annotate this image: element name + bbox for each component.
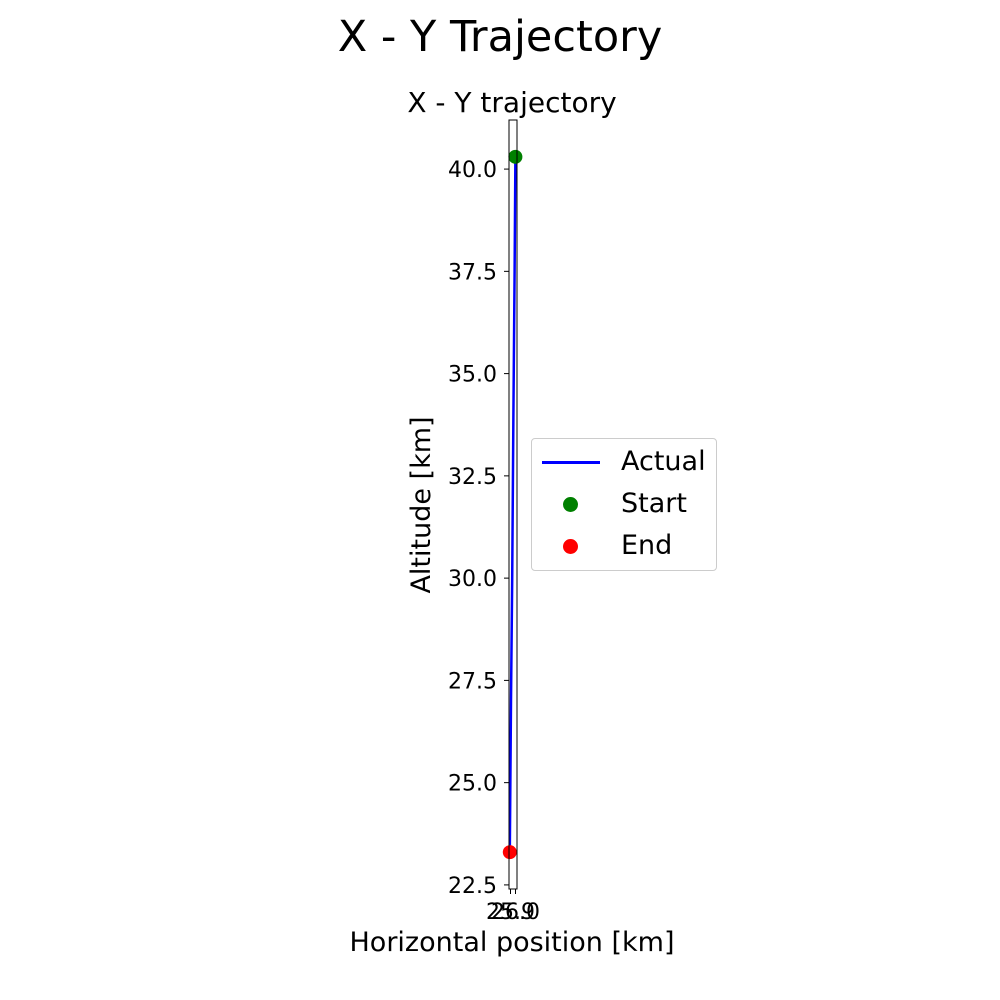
start-marker xyxy=(508,149,523,164)
legend-label-start: Start xyxy=(621,488,687,519)
legend-start-dot-swatch xyxy=(563,497,578,512)
x-axis-label: Horizontal position [km] xyxy=(350,927,675,958)
y-tick-label: 32.5 xyxy=(448,465,497,490)
legend-item-start: Start xyxy=(532,489,718,519)
figure-suptitle: X - Y Trajectory xyxy=(337,12,663,62)
legend-end-dot-swatch xyxy=(563,539,578,554)
x-axis-ticks: 25.926.0 xyxy=(486,889,540,925)
legend-item-end: End xyxy=(532,531,718,561)
y-tick-label: 35.0 xyxy=(448,363,497,388)
plot-series-group xyxy=(502,149,523,860)
y-tick-label: 37.5 xyxy=(448,260,497,285)
legend: Actual Start End xyxy=(531,438,717,571)
y-tick-label: 25.0 xyxy=(448,772,497,797)
y-tick-label: 40.0 xyxy=(448,158,497,183)
legend-line-swatch xyxy=(542,461,600,464)
y-tick-label: 22.5 xyxy=(448,874,497,899)
axes-title: X - Y trajectory xyxy=(407,86,616,119)
y-tick-label: 30.0 xyxy=(448,567,497,592)
end-marker xyxy=(502,845,517,860)
y-tick-label: 27.5 xyxy=(448,669,497,694)
y-axis-ticks: 22.5 25.0 27.5 30.0 32.5 35.0 37.5 40.0 xyxy=(448,158,509,899)
legend-item-actual: Actual xyxy=(532,447,718,477)
legend-label-end: End xyxy=(621,530,673,561)
axes-frame xyxy=(508,119,518,890)
legend-label-actual: Actual xyxy=(621,446,706,477)
x-tick-label: 26.0 xyxy=(491,900,540,925)
y-axis-label: Altitude [km] xyxy=(406,416,437,593)
x-tick-label: 25.9 xyxy=(486,900,535,925)
series-line-actual xyxy=(508,156,517,853)
